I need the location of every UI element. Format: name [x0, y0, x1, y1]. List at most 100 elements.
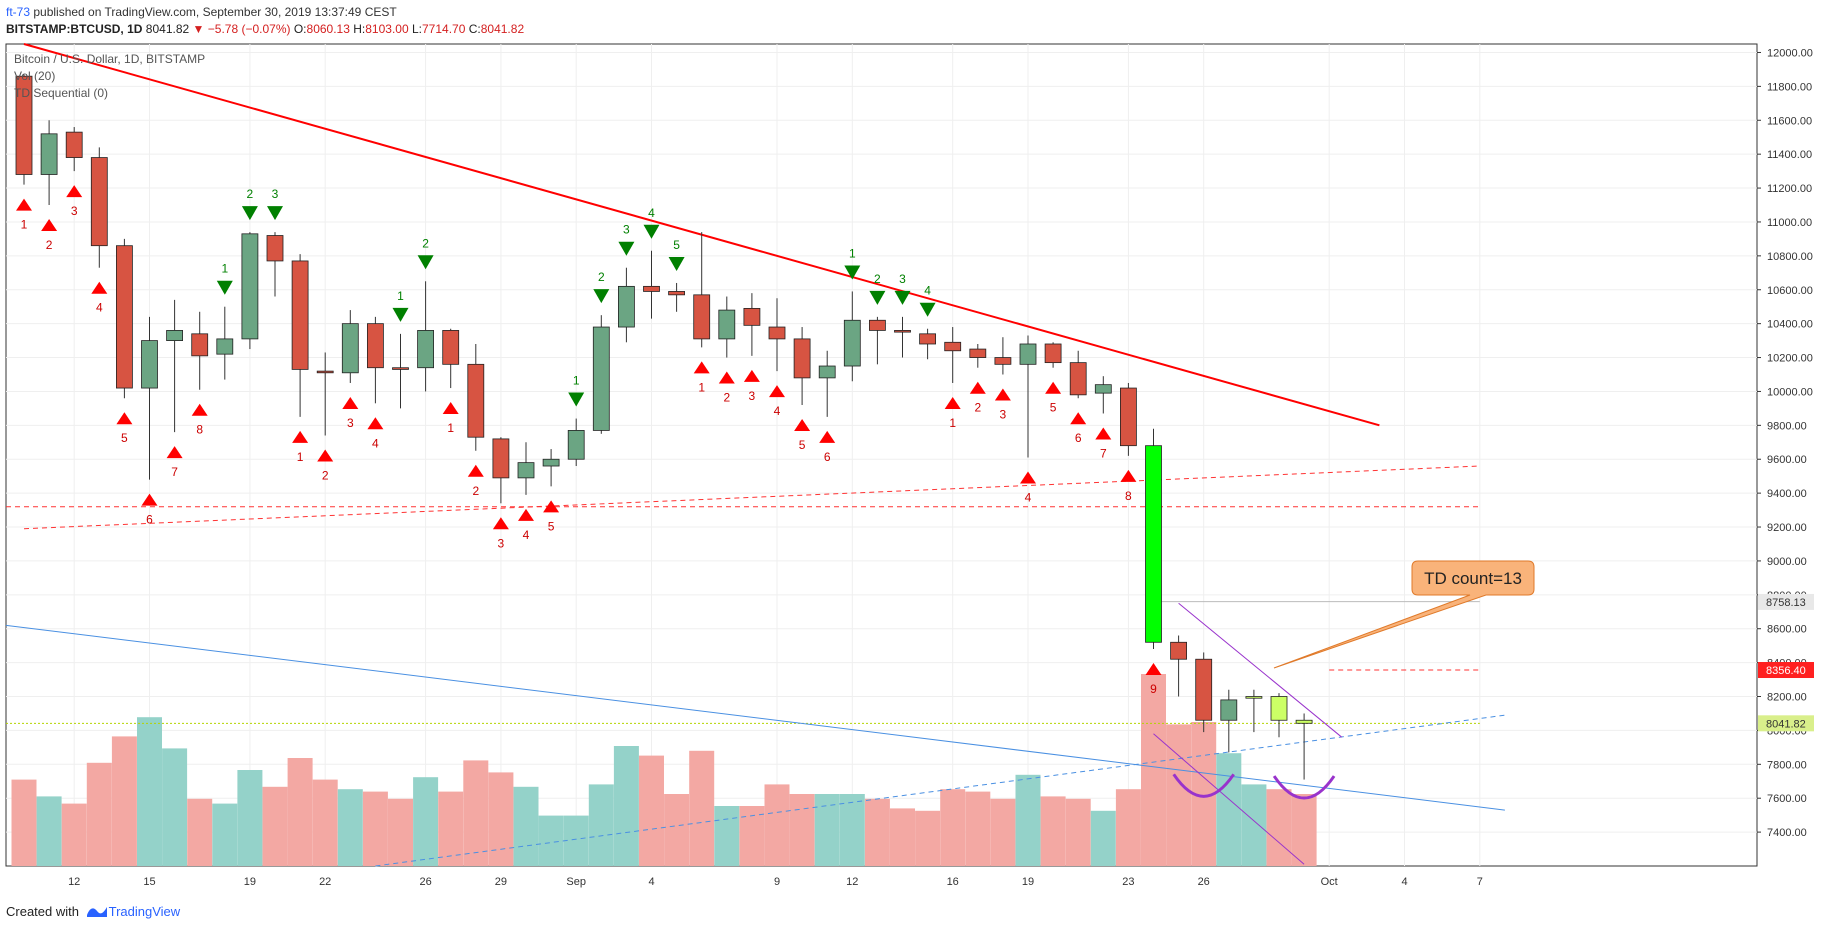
volume-bar — [965, 791, 991, 866]
candle-body — [492, 438, 510, 479]
arc-mark — [1172, 773, 1235, 798]
candle-body — [467, 363, 485, 438]
td-count-label: 3 — [272, 187, 279, 201]
candle-body — [1220, 699, 1238, 721]
volume-bar — [839, 794, 865, 866]
open-label: O: — [293, 22, 307, 36]
publish-info: published on TradingView.com, September … — [30, 5, 397, 19]
td-buy-triangle — [442, 402, 459, 415]
time-tick-label: 4 — [1401, 876, 1407, 888]
time-tick-label: 26 — [419, 876, 431, 888]
volume-bar — [714, 806, 740, 866]
td-count-label: 1 — [573, 374, 580, 388]
time-tick-label: 19 — [244, 876, 256, 888]
td-buy-triangle — [367, 417, 384, 430]
volume-bar — [990, 798, 1016, 866]
td-sell-triangle — [216, 280, 233, 295]
symbol-label: BITSTAMP:BTCUSD, 1D — [6, 22, 143, 36]
time-axis[interactable]: 12 15 19 22 26 29 Sep 4 9 12 16 19 23 26 Oct 4 7 — [68, 876, 1483, 888]
td-count-label: 3 — [347, 416, 354, 430]
price-tick-label: 11600.00 — [1767, 115, 1812, 127]
td-count-label: 1 — [297, 450, 304, 464]
td-count-label: 4 — [1025, 491, 1032, 505]
candle-body — [542, 458, 560, 467]
td-buy-triangle — [342, 396, 359, 409]
td-count-label: 3 — [899, 272, 906, 286]
td-count-label: 5 — [1050, 401, 1057, 415]
time-tick-label: 19 — [1022, 876, 1034, 888]
low-label: L: — [411, 22, 422, 36]
price-tick-label: 7800.00 — [1767, 759, 1807, 771]
td-count-label: 3 — [623, 223, 630, 237]
volume-bar — [1040, 796, 1066, 866]
td-buy-triangle — [743, 369, 760, 382]
time-tick-label: 9 — [774, 876, 780, 888]
price-tick-label: 7600.00 — [1767, 793, 1807, 805]
td-buy-triangle — [492, 517, 509, 530]
candle-body — [90, 157, 108, 247]
legend-volume: Vol (20) — [14, 69, 56, 83]
candle-body — [743, 307, 761, 326]
td-count-label: 2 — [247, 187, 254, 201]
candle-body — [818, 365, 836, 379]
candle-body — [442, 330, 460, 365]
td-count-label: 5 — [121, 431, 128, 445]
volume-bar — [789, 794, 815, 866]
td-buy-triangle — [116, 412, 133, 425]
td-sequential-marks: 1 2 3 4 5 6 7 8 1 2 3 1 2 3 4 1 2 1 2 3 4 5 1 2 3 4 5 1 2 3 4 5 6 1 2 3 4 1 2 3… — [16, 185, 1162, 696]
volume-bar — [1291, 794, 1317, 866]
price-label-bg — [1758, 715, 1814, 732]
td-count-label: 2 — [874, 272, 881, 286]
td-buy-triangle — [794, 419, 811, 432]
author-link[interactable]: ft-73 — [6, 5, 31, 19]
volume-bar — [162, 748, 188, 866]
time-tick-label: 15 — [143, 876, 155, 888]
td-buy-triangle — [1020, 471, 1036, 484]
candle-body — [643, 285, 660, 292]
td-count-label: 5 — [548, 519, 555, 533]
td-count-label: 2 — [472, 484, 479, 498]
volume-bar — [287, 758, 313, 866]
volume-bar — [262, 786, 288, 866]
td-count-label: 6 — [146, 513, 153, 527]
volume-bar — [940, 789, 966, 866]
candle-body — [668, 291, 685, 296]
legend-title: Bitcoin / U.S. Dollar, 1D, BITSTAMP — [14, 52, 206, 66]
td-count-label: 2 — [46, 238, 53, 252]
candle-body — [1094, 384, 1112, 394]
candle-body — [793, 338, 811, 379]
td-buy-triangle — [91, 281, 108, 294]
volume-bar — [1065, 798, 1091, 866]
price-axis[interactable]: 12000.00 11800.00 11600.00 11400.00 11200.00… — [1757, 47, 1814, 839]
candle-body — [618, 285, 635, 328]
candle-body — [693, 294, 711, 340]
candle-body — [166, 330, 184, 341]
price-tick-label: 9400.00 — [1767, 488, 1807, 500]
trend-line — [1153, 733, 1305, 865]
td-count-label: 4 — [774, 404, 781, 418]
td-count-label: 5 — [799, 438, 806, 452]
td-buy-triangle — [1095, 427, 1112, 440]
volume-bar — [36, 796, 62, 866]
td-sell-triangle — [643, 224, 660, 239]
volume-bar — [764, 784, 790, 866]
td-count-label: 4 — [96, 301, 103, 315]
candle-body — [1245, 696, 1263, 699]
td-buy-triangle — [994, 388, 1011, 401]
open-value: 8060.13 — [306, 22, 350, 36]
callout-bubble — [1273, 560, 1535, 669]
td-sell-triangle — [417, 255, 434, 270]
candle-body — [944, 341, 962, 352]
volume-bar — [388, 798, 413, 866]
price-tick-label: 12000.00 — [1767, 47, 1813, 59]
candle-body — [994, 357, 1012, 365]
tradingview-link[interactable]: TradingView — [108, 904, 181, 919]
volume-bar — [613, 746, 639, 866]
volume-bar — [689, 750, 715, 866]
time-tick-label: Oct — [1321, 876, 1338, 888]
candle-body — [1120, 387, 1137, 447]
td-count-label: 8 — [196, 423, 203, 437]
td-sell-triangle — [894, 290, 911, 305]
td-sell-triangle — [668, 256, 685, 271]
